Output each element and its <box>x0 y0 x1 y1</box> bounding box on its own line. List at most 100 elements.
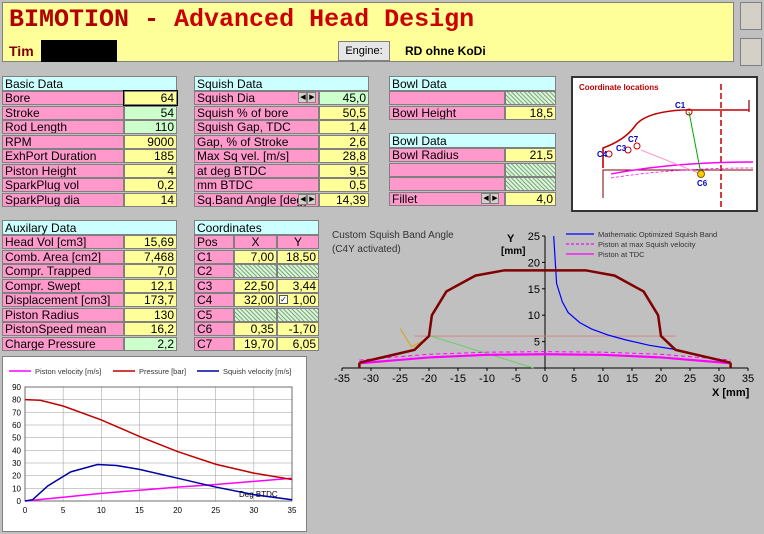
squish-value[interactable]: 45,0 <box>319 91 369 105</box>
basic-value[interactable]: 54 <box>124 105 177 120</box>
coordinate-x[interactable]: 0,35 <box>234 322 277 336</box>
basic-value[interactable]: 4 <box>124 163 177 178</box>
coordinate-locations-diagram: Coordinate locations C1 C7 C3 C4 C6 <box>579 83 754 210</box>
engine-value: RD ohne KoDi <box>405 44 486 58</box>
squish-label: Squish Dia <box>194 91 319 105</box>
basic-value[interactable]: 185 <box>124 149 177 163</box>
coordinate-y[interactable]: 3,44 <box>277 278 319 293</box>
basic-label: SparkPlug dia <box>2 192 124 207</box>
squish-value[interactable]: 2,6 <box>319 134 369 149</box>
squish-spinner[interactable]: ◀ ▶ <box>298 193 318 206</box>
head-profile-chart: Custom Squish Band Angle (C4Y activated) -… <box>330 228 762 406</box>
squish-label: Squish % of bore <box>194 105 319 120</box>
auxilary-value: 130 <box>124 307 177 322</box>
coordinate-x[interactable] <box>234 264 277 278</box>
fillet-value[interactable]: 4,0 <box>505 191 556 206</box>
squish-row: Squish Dia ◀ ▶ 45,0 <box>194 91 369 106</box>
basic-label: Rod Length <box>2 120 124 134</box>
squish-row: Sq.Band Angle [deg] ◀ ▶ 14,39 <box>194 192 369 208</box>
basic-row: SparkPlug dia 14 <box>2 192 177 208</box>
basic-row: RPM 9000 <box>2 134 177 150</box>
coordinate-y[interactable]: 18,50 <box>277 249 319 264</box>
bottom-y-tick-label: 40 <box>12 446 21 455</box>
auxilary-label: Comb. Area [cm2] <box>2 249 124 264</box>
c4y-checkbox[interactable]: ✓ <box>279 295 288 304</box>
coordinate-x[interactable]: 7,00 <box>234 249 277 264</box>
x-tick-label: 15 <box>626 373 638 385</box>
basic-label: Bore <box>2 91 124 105</box>
x-tick-label: -5 <box>511 373 521 385</box>
x-tick-label: 30 <box>713 373 725 385</box>
coordinates-panel: Coordinates Pos X Y C1 7,00 18,50 C2 C3 22,50… <box>194 220 319 351</box>
bottom-series-2-line <box>24 463 293 502</box>
basic-value[interactable]: 9000 <box>124 134 177 149</box>
x-tick-label: 0 <box>542 373 548 385</box>
x-tick-label: -25 <box>392 373 408 385</box>
auxilary-value[interactable]: 2,2 <box>124 336 177 351</box>
y-tick-label: 20 <box>528 257 540 269</box>
coordinate-y[interactable] <box>277 264 319 278</box>
basic-label: SparkPlug vol <box>2 178 124 192</box>
basic-row: Piston Height 4 <box>2 163 177 179</box>
squish-row: Squish Gap, TDC 1,4 <box>194 120 369 135</box>
bowl-empty-label-2 <box>389 162 505 177</box>
coordinate-pos: C7 <box>194 336 234 351</box>
x-tick-label: 10 <box>597 373 609 385</box>
coordinate-x[interactable] <box>234 307 277 322</box>
y-axis-title: Y <box>507 233 515 245</box>
squish-value[interactable]: 14,39 <box>319 192 369 207</box>
x-tick-label: -35 <box>334 373 350 385</box>
side-button-top[interactable] <box>740 2 762 30</box>
basic-row: Rod Length 110 <box>2 120 177 135</box>
coordinate-locations-title: Coordinate locations <box>579 83 659 92</box>
coordinate-x[interactable]: 19,70 <box>234 336 277 351</box>
bottom-x-tick-label: 30 <box>249 506 258 515</box>
auxilary-label: Piston Radius <box>2 307 124 322</box>
bowl-empty-label-3 <box>389 177 505 191</box>
bottom-legend-entry: Pressure [bar] <box>139 367 186 376</box>
bowl-height-value[interactable]: 18,5 <box>505 105 556 120</box>
auxilary-label: Charge Pressure <box>2 336 124 351</box>
y-tick-label: 10 <box>528 310 540 322</box>
bowl-radius-value[interactable]: 21,5 <box>505 148 556 162</box>
auxilary-row: PistonSpeed mean 16,2 <box>2 322 177 337</box>
auxilary-value: 12,1 <box>124 278 177 293</box>
bottom-series-1-line <box>24 398 293 481</box>
squish-spinner[interactable]: ◀ ▶ <box>298 92 318 104</box>
coordinate-x[interactable]: 22,50 <box>234 278 277 293</box>
coordinate-x[interactable]: 32,00 <box>234 293 277 307</box>
bottom-x-tick-label: 10 <box>97 506 106 515</box>
engine-button[interactable]: Engine: <box>338 41 390 61</box>
basic-value[interactable]: 14 <box>124 192 177 207</box>
squish-value[interactable]: 50,5 <box>319 105 369 120</box>
velocity-chart: Piston velocity [m/s] Pressure [bar] Squis… <box>2 356 307 532</box>
basic-data-panel: Basic Data Bore 64 Stroke 54 Rod Length 110 RP… <box>2 76 178 208</box>
basic-data-title: Basic Data <box>2 76 177 91</box>
head-profile-svg: Custom Squish Band Angle (C4Y activated) -… <box>332 230 754 399</box>
bowl-data-title-1: Bowl Data <box>389 76 556 91</box>
bowl-radius-label: Bowl Radius <box>389 148 505 162</box>
coordinate-y[interactable]: 6,05 <box>277 336 319 351</box>
velocity-svg: Piston velocity [m/s] Pressure [bar] Squis… <box>9 367 297 515</box>
legend-entry: Piston at TDC <box>598 250 645 259</box>
basic-row: SparkPlug vol 0,2 <box>2 178 177 193</box>
bottom-y-tick-label: 80 <box>12 396 21 405</box>
squish-row: mm BTDC 0,5 <box>194 178 369 193</box>
basic-value[interactable]: 0,2 <box>124 178 177 192</box>
side-button-bottom[interactable] <box>740 38 762 66</box>
squish-value[interactable]: 28,8 <box>319 149 369 163</box>
coord-label-c1: C1 <box>675 101 686 110</box>
squish-value[interactable]: 1,4 <box>319 120 369 134</box>
coordinate-y[interactable]: -1,70 <box>277 322 319 336</box>
x-tick-label: -30 <box>363 373 379 385</box>
basic-label: RPM <box>2 134 124 149</box>
basic-value[interactable]: 64 <box>123 90 178 106</box>
x-tick-label: 25 <box>684 373 696 385</box>
coordinate-y[interactable] <box>277 307 319 322</box>
squish-value[interactable]: 0,5 <box>319 178 369 192</box>
fillet-spinner[interactable]: ◀ ▶ <box>481 192 501 205</box>
basic-value[interactable]: 110 <box>124 120 177 134</box>
auxilary-data-rows: Head Vol [cm3] 15,69 Comb. Area [cm2] 7,468… <box>2 235 177 351</box>
y-tick-label: 5 <box>534 337 540 349</box>
squish-value[interactable]: 9,5 <box>319 163 369 178</box>
